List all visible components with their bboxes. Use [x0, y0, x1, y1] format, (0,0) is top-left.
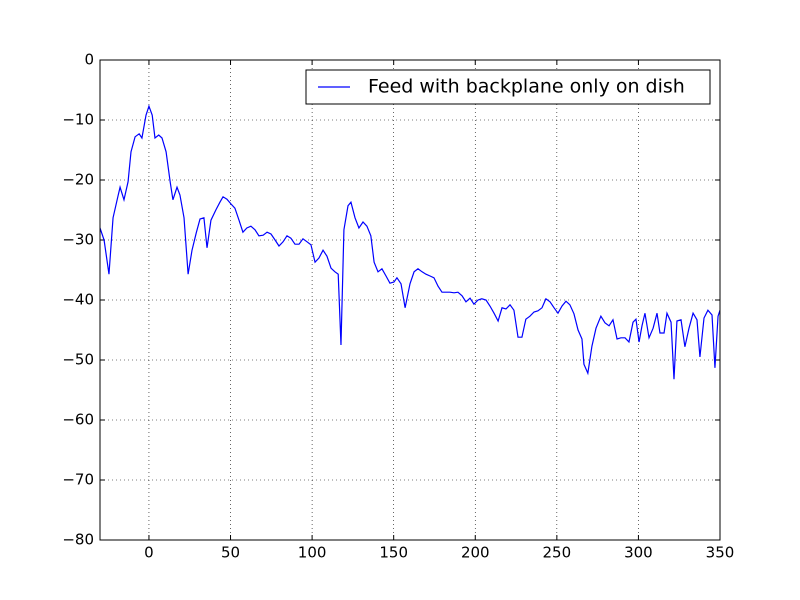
y-tick-label: −60 [62, 411, 94, 429]
y-tick-label: −80 [62, 531, 94, 549]
x-tick-label: 100 [298, 544, 327, 562]
x-tick-label: 150 [379, 544, 408, 562]
x-tick-label: 0 [144, 544, 154, 562]
data-line [99, 104, 721, 380]
y-tick-label: −50 [62, 351, 94, 369]
y-tick-label: −70 [62, 471, 94, 489]
y-tick-label: −10 [62, 111, 94, 129]
plot-frame [99, 59, 721, 541]
y-tick-label: −30 [62, 231, 94, 249]
x-tick-label: 300 [624, 544, 653, 562]
y-tick-label: −40 [62, 291, 94, 309]
legend-label: Feed with backplane only on dish [368, 76, 685, 98]
legend-box [305, 69, 711, 105]
y-tick-label: −20 [62, 171, 94, 189]
x-tick-label: 50 [221, 544, 240, 562]
x-tick-label: 250 [543, 544, 572, 562]
x-tick-label: 200 [461, 544, 490, 562]
x-tick-label: 350 [706, 544, 735, 562]
y-tick-label: 0 [84, 51, 94, 69]
